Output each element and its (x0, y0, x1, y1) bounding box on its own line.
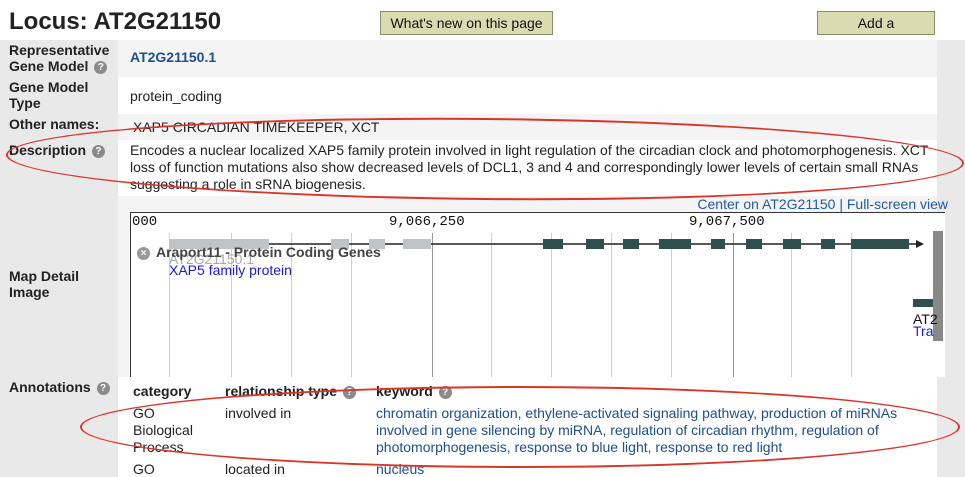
center-on-gene-link[interactable]: Center on AT2G21150 (697, 196, 836, 212)
grid-line (169, 233, 170, 377)
grid-line (611, 233, 612, 377)
utr-block (169, 239, 269, 249)
row-label: Description ? (0, 140, 118, 196)
annotation-relationship: involved in (225, 405, 292, 421)
ruler-tick-label: 9,066,250 (389, 214, 465, 230)
page-title: Locus: AT2G21150 (9, 8, 222, 35)
close-icon[interactable]: × (137, 247, 150, 260)
ruler-tick-label: 9,067,500 (689, 214, 765, 230)
utr-block (403, 239, 431, 249)
row-representative-gene-model: Representative Gene Model ? AT2G21150.1 (0, 40, 965, 77)
row-other-names: Other names: XAP5 CIRCADIAN TIMEKEEPER, … (0, 114, 965, 140)
annotations-header-relationship: relationship type ? (225, 383, 356, 399)
map-links: Center on AT2G21150 | Full-screen view (697, 196, 948, 212)
help-icon[interactable]: ? (94, 61, 108, 74)
grid-line (671, 233, 672, 377)
grid-line (432, 233, 433, 377)
row-gene-model-type: Gene Model Type protein_coding (0, 77, 965, 114)
exon-block (913, 299, 933, 307)
right-track-label[interactable]: Tra (913, 323, 934, 339)
annotation-category: GO (133, 461, 155, 477)
description-value: Encodes a nuclear localized XAP5 family … (130, 142, 929, 192)
annotations-header-keyword: keyword ? (376, 383, 452, 399)
add-comment-button[interactable]: Add a Comment (817, 11, 935, 53)
annotation-relationship: located in (225, 461, 285, 477)
row-annotations: Annotations ? (0, 377, 965, 477)
exon-block (783, 239, 801, 249)
whats-new-button[interactable]: What's new on this page (380, 11, 553, 35)
exon-block (821, 239, 835, 249)
annotations-header-category: category (133, 383, 192, 399)
help-icon[interactable]: ? (96, 382, 110, 395)
row-label: Gene Model Type (0, 77, 118, 114)
fullscreen-view-link[interactable]: Full-screen view (846, 196, 948, 212)
help-icon[interactable]: ? (438, 386, 452, 399)
track-title: × Araport11 - Protein Coding Genes (137, 244, 381, 260)
gene-track-svg (169, 231, 943, 341)
right-gene-label[interactable]: AT2 (913, 311, 938, 327)
grid-line (291, 233, 292, 377)
gene-description-label[interactable]: XAP5 family protein (169, 262, 292, 278)
exon-block (851, 239, 909, 249)
grid-line (791, 233, 792, 377)
exon-block (711, 239, 725, 249)
row-value: AT2G21150.1 (118, 40, 937, 77)
row-label: Representative Gene Model ? (0, 40, 118, 77)
row-label: Annotations ? (0, 377, 118, 477)
utr-block (331, 239, 349, 249)
grid-line (733, 233, 734, 377)
transcript-label[interactable]: AT2G21150.1 (169, 251, 255, 267)
grid-line (351, 233, 352, 377)
page-header: Locus: AT2G21150 What's new on this page… (0, 0, 965, 53)
exon-block (746, 239, 762, 249)
row-description: Description ? Encodes a nuclear localize… (0, 140, 965, 196)
gene-model-link[interactable]: AT2G21150.1 (130, 49, 217, 65)
grid-line (231, 233, 232, 377)
scroll-handle (933, 231, 943, 341)
exon-block (543, 239, 563, 249)
annotation-keywords[interactable]: chromatin organization, ethylene-activat… (376, 405, 898, 455)
help-icon[interactable]: ? (342, 386, 356, 399)
exon-block (659, 239, 691, 249)
exon-block (623, 239, 639, 249)
help-icon[interactable]: ? (91, 145, 105, 158)
row-label: Map Detail Image (0, 196, 118, 377)
exon-block (586, 239, 604, 249)
other-names-value: XAP5 CIRCADIAN TIMEKEEPER, XCT (118, 114, 937, 140)
grid-line (551, 233, 552, 377)
annotation-category: GO Biological Process (133, 405, 193, 455)
grid-line (851, 233, 852, 377)
strand-arrow (916, 240, 924, 248)
annotation-keywords[interactable]: nucleus (376, 461, 425, 477)
utr-block (369, 239, 385, 249)
grid-line (491, 233, 492, 377)
gene-model-type-value: protein_coding (130, 88, 222, 104)
genome-browser-map[interactable]: 000 9,066,250 9,067,500 AT2G21150.1 × Ara… (130, 212, 945, 377)
link-separator: | (839, 196, 843, 212)
row-label: Other names: (0, 114, 118, 140)
ruler-tick-label: 000 (132, 214, 158, 230)
